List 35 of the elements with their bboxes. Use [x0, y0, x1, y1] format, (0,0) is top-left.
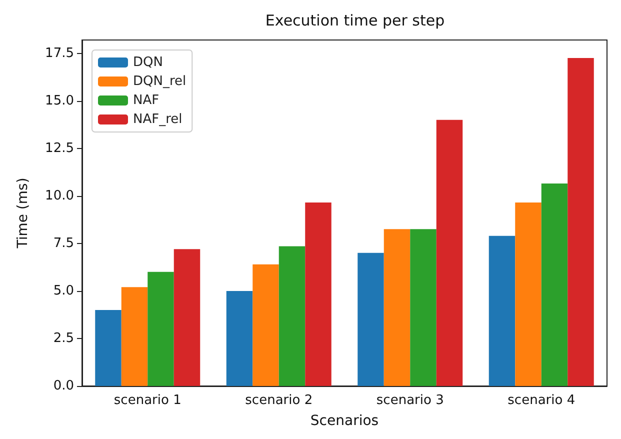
bar	[541, 184, 568, 386]
x-tick-label: scenario 3	[376, 393, 444, 408]
bar	[95, 310, 122, 386]
x-axis-title: Scenarios	[310, 413, 379, 429]
bar	[384, 229, 410, 386]
legend-label: NAF_rel	[133, 112, 182, 127]
bar	[410, 229, 436, 386]
bar	[226, 290, 253, 386]
bar	[358, 252, 384, 386]
legend-label: NAF	[133, 93, 160, 108]
y-tick-label: 7.5	[53, 236, 74, 251]
legend-label: DQN	[133, 55, 163, 70]
y-tick-label: 12.5	[45, 140, 74, 156]
y-tick-label: 0.0	[53, 378, 74, 394]
bar	[488, 236, 516, 386]
y-tick-label: 15.0	[45, 93, 74, 108]
bar	[278, 246, 306, 386]
bar	[436, 120, 463, 386]
chart-title: Execution time per step	[265, 12, 445, 30]
bar	[305, 202, 332, 386]
bar	[121, 287, 148, 386]
y-tick-label: 5.0	[53, 283, 74, 298]
x-tick-label: scenario 4	[508, 393, 576, 408]
x-tick-label: scenario 1	[114, 393, 182, 408]
bar	[252, 264, 279, 386]
bar	[174, 249, 200, 386]
y-tick-label: 10.0	[45, 188, 74, 204]
bar	[148, 272, 174, 386]
bar	[515, 202, 542, 386]
y-tick-label: 2.5	[53, 330, 74, 346]
bar	[568, 58, 594, 386]
y-axis-title: Time (ms)	[15, 178, 31, 250]
x-tick-label: scenario 2	[245, 393, 313, 408]
legend-label: DQN_rel	[133, 74, 186, 89]
y-tick-label: 17.5	[45, 46, 74, 61]
